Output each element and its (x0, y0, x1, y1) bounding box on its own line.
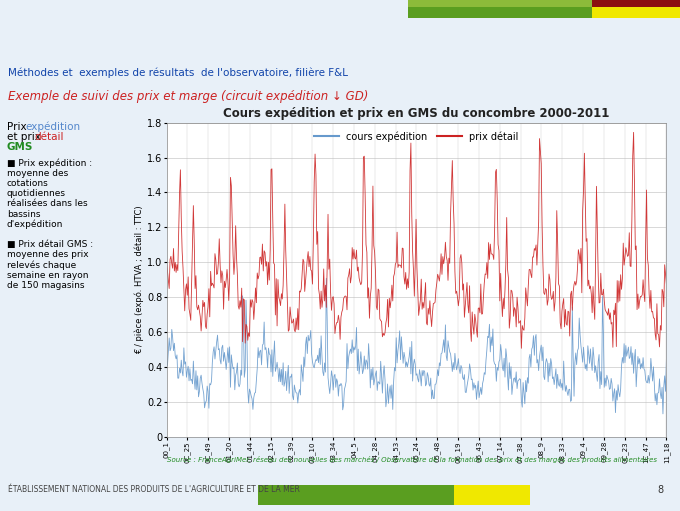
Text: moyenne des: moyenne des (7, 169, 68, 178)
Text: 8: 8 (657, 484, 663, 495)
Text: et prix: et prix (7, 132, 44, 142)
Bar (592, 0, 680, 18)
Y-axis label: € / pièce (expó. HTVA ; détail : TTC): € / pièce (expó. HTVA ; détail : TTC) (135, 205, 144, 354)
Text: Exemple de suivi des prix et marge (circuit expédition ↓ GD): Exemple de suivi des prix et marge (circ… (8, 90, 369, 103)
Text: d'expédition: d'expédition (7, 220, 63, 229)
Text: Méthodes et  exemples de résultats  de l'observatoire, filière F&L: Méthodes et exemples de résultats de l'o… (8, 68, 348, 78)
Text: Source : FranceAgriMer, réseau des nouvelles des marchés / Observatoire de la fo: Source : FranceAgriMer, réseau des nouve… (167, 456, 657, 463)
Text: relevés chaque: relevés chaque (7, 261, 76, 270)
Bar (592, 0, 680, 7)
Text: de 150 magasins: de 150 magasins (7, 281, 84, 290)
Bar (454, 485, 530, 505)
Text: GMS: GMS (7, 142, 33, 152)
Text: expédition: expédition (26, 122, 81, 132)
Legend: cours expédition, prix détail: cours expédition, prix détail (310, 128, 523, 146)
Bar (408, 0, 592, 7)
Text: moyenne des prix: moyenne des prix (7, 250, 88, 260)
Text: semaine en rayon: semaine en rayon (7, 271, 88, 280)
Text: quotidiennes: quotidiennes (7, 189, 66, 198)
Text: ■ Prix détail GMS :: ■ Prix détail GMS : (7, 240, 93, 249)
Text: Prix: Prix (7, 122, 30, 132)
Text: ■ Prix expédition :: ■ Prix expédition : (7, 158, 92, 168)
Text: détail: détail (34, 132, 63, 142)
Text: bassins: bassins (7, 210, 40, 219)
Title: Cours expédition et prix en GMS du concombre 2000-2011: Cours expédition et prix en GMS du conco… (223, 107, 610, 120)
Bar (408, 0, 592, 18)
Text: cotations: cotations (7, 179, 48, 188)
Bar (258, 485, 454, 505)
Text: ÉTABLISSEMENT NATIONAL DES PRODUITS DE L'AGRICULTURE ET DE LA MER: ÉTABLISSEMENT NATIONAL DES PRODUITS DE L… (8, 485, 300, 494)
Text: réalisées dans les: réalisées dans les (7, 199, 88, 208)
